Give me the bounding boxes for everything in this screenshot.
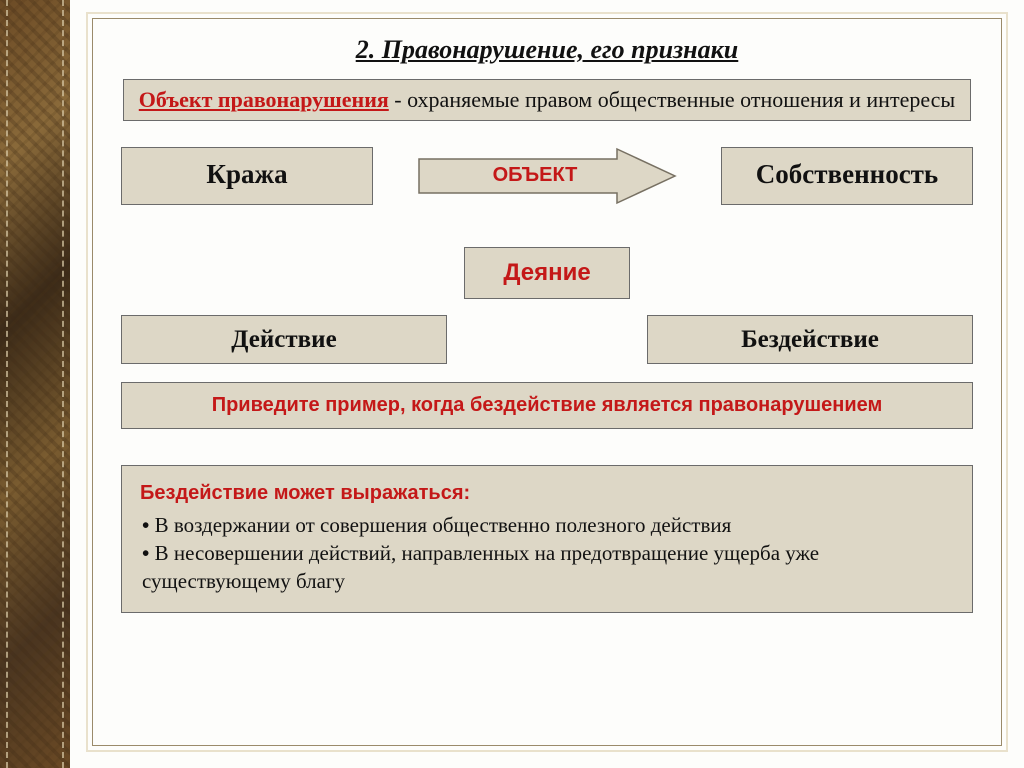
- arrow-label: ОБЪЕКТ: [417, 147, 677, 205]
- content-frame: 2. Правонарушение, его признаки Объект п…: [92, 18, 1002, 746]
- block-arrow: ОБЪЕКТ: [417, 147, 677, 205]
- act-left-box: Действие: [121, 315, 447, 364]
- prompt-box: Приведите пример, когда бездействие явля…: [121, 382, 973, 429]
- definition-term: Объект правонарушения: [139, 87, 389, 112]
- slide-title: 2. Правонарушение, его признаки: [121, 35, 973, 65]
- slide-area: 2. Правонарушение, его признаки Объект п…: [70, 0, 1024, 768]
- stitch-line: [6, 0, 8, 768]
- definition-box: Объект правонарушения - охраняемые право…: [123, 79, 971, 121]
- arrow-slot: ОБЪЕКТ: [417, 147, 677, 205]
- stitch-line: [62, 0, 64, 768]
- list-item: В воздержании от совершения общественно …: [142, 511, 954, 539]
- list-item: В несовершении действий, направленных на…: [142, 539, 954, 596]
- explain-list: В воздержании от совершения общественно …: [140, 511, 954, 596]
- definition-text: - охраняемые правом общественные отношен…: [389, 87, 955, 112]
- act-right-box: Бездействие: [647, 315, 973, 364]
- act-heading-box: Деяние: [464, 247, 629, 299]
- object-row: Кража ОБЪЕКТ Собственность: [121, 147, 973, 205]
- object-left-box: Кража: [121, 147, 373, 205]
- act-pair: Действие Бездействие: [121, 315, 973, 364]
- decorative-sidebar: [0, 0, 70, 768]
- explain-lead: Бездействие может выражаться:: [140, 480, 954, 507]
- object-right-box: Собственность: [721, 147, 973, 205]
- explain-box: Бездействие может выражаться: В воздержа…: [121, 465, 973, 613]
- act-heading-row: Деяние: [121, 247, 973, 299]
